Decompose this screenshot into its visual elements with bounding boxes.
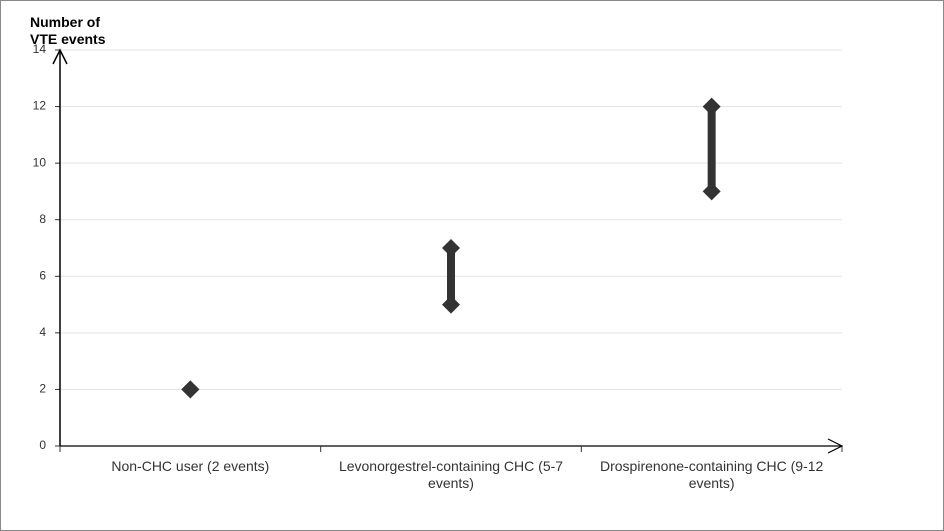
- y-tick-label: 12: [33, 99, 47, 113]
- y-tick-label: 4: [39, 325, 46, 339]
- range-end: [702, 182, 721, 201]
- y-tick-label: 6: [39, 268, 46, 282]
- y-tick-label: 2: [39, 382, 46, 396]
- x-tick-label: Drospirenone-containing CHC (9-12 events…: [599, 458, 824, 491]
- range-end: [442, 295, 460, 314]
- y-tick-label: 10: [33, 155, 47, 169]
- y-tick-label: 14: [33, 42, 47, 56]
- x-tick-label: Levonorgestrel-containing CHC (5-7 event…: [338, 458, 564, 491]
- y-axis-arrow: [52, 48, 68, 65]
- range-end: [181, 380, 200, 399]
- y-tick-label: 0: [39, 438, 46, 452]
- range-end: [442, 239, 460, 257]
- y-tick-label: 8: [39, 212, 46, 226]
- range-end: [702, 97, 721, 116]
- y-axis-label: Number of VTE events: [30, 14, 106, 47]
- x-tick-label: Non-CHC user (2 events): [111, 458, 270, 474]
